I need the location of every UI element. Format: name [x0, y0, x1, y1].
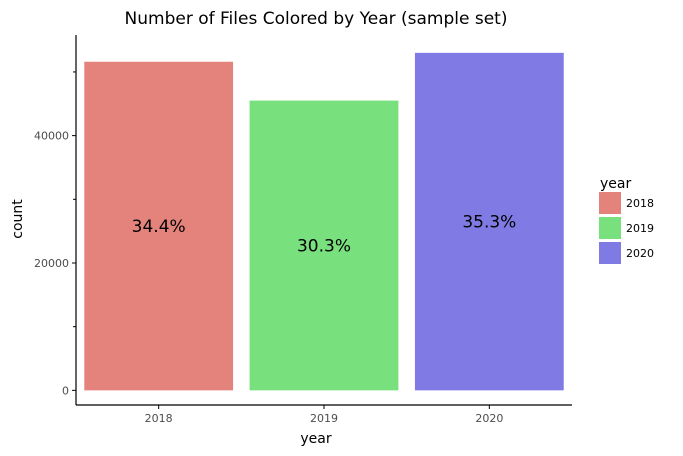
x-axis-ticks: 2018 2019 2020	[145, 405, 503, 425]
legend-swatch-2019	[599, 217, 621, 239]
y-axis-title: count	[10, 199, 26, 239]
bar-2019	[249, 100, 399, 391]
bar-label-2019: 30.3%	[297, 236, 351, 256]
legend: year 2018 2019 2020	[599, 176, 654, 264]
chart-title: Number of Files Colored by Year (sample …	[125, 9, 508, 29]
legend-label-2020: 2020	[626, 247, 654, 260]
bar-label-2018: 34.4%	[132, 217, 186, 237]
x-tick-label: 2019	[310, 412, 338, 425]
legend-swatch-2018	[599, 192, 621, 214]
bar-labels-group: 34.4% 30.3% 35.3%	[132, 213, 517, 257]
bars-group	[84, 52, 564, 391]
x-tick-label: 2018	[145, 412, 173, 425]
bar-2020	[414, 52, 564, 391]
bar-2018	[84, 61, 234, 391]
y-tick-label: 20000	[34, 257, 69, 270]
x-tick-label: 2020	[475, 412, 503, 425]
y-tick-label: 0	[62, 384, 69, 397]
legend-label-2018: 2018	[626, 197, 654, 210]
y-axis-ticks: 0 20000 40000	[34, 71, 76, 397]
legend-swatch-2020	[599, 242, 621, 264]
legend-title: year	[600, 176, 631, 192]
x-axis-title: year	[300, 431, 331, 447]
legend-label-2019: 2019	[626, 222, 654, 235]
y-tick-label: 40000	[34, 130, 69, 143]
bar-label-2020: 35.3%	[462, 213, 516, 233]
